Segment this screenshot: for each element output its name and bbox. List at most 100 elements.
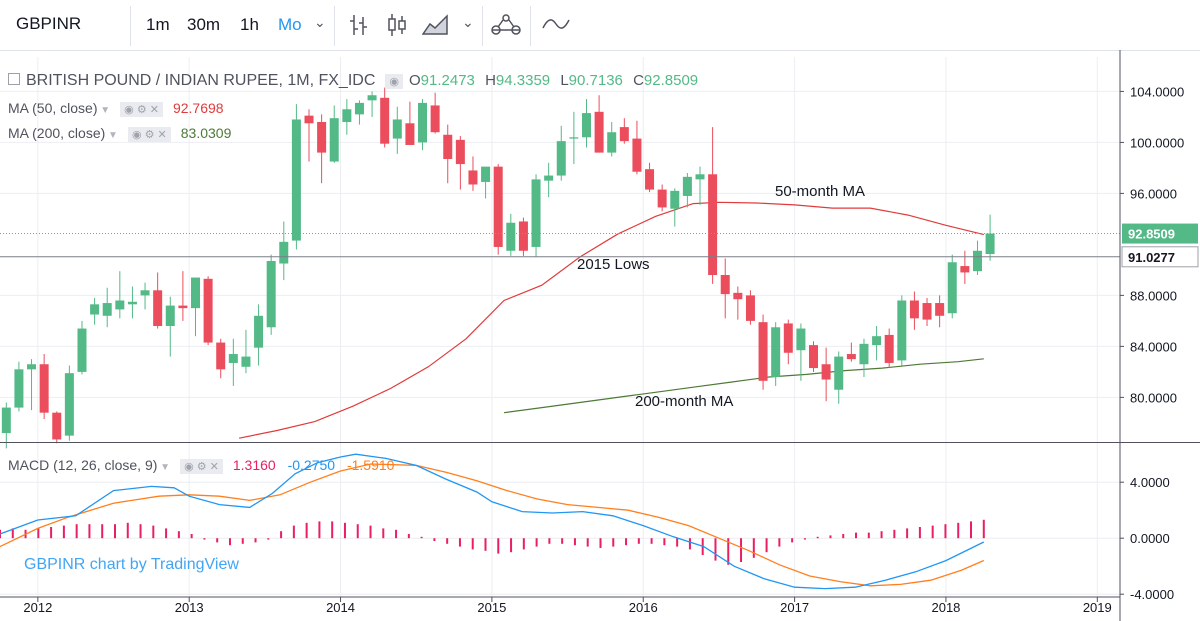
- chevron-down-icon[interactable]: ⌄: [314, 14, 326, 30]
- toolbar-separator: [482, 6, 483, 46]
- candle-body: [102, 303, 112, 316]
- macd-signal-value: -1.5910: [346, 457, 395, 473]
- candle-body: [607, 132, 617, 153]
- candle-body: [884, 334, 894, 363]
- candle-body: [645, 169, 655, 190]
- candle-body: [695, 174, 705, 180]
- candle-body: [279, 241, 289, 264]
- settings-gear-icon[interactable]: ◉ ⚙ ✕: [127, 126, 171, 142]
- candle-body: [64, 373, 74, 436]
- candle-body: [481, 166, 491, 182]
- candle-body: [670, 190, 680, 209]
- candle-body: [594, 111, 604, 153]
- ma50-line: [238, 201, 984, 439]
- candle-body: [77, 328, 87, 372]
- candle-body: [380, 97, 390, 144]
- ma50-value: 92.7698: [172, 100, 224, 116]
- low-value: 90.7136: [568, 72, 623, 89]
- interval-mo-button[interactable]: Mo: [278, 15, 302, 34]
- candle-body: [771, 327, 781, 377]
- macd-line-path: [0, 453, 985, 590]
- candle-body: [127, 301, 137, 305]
- candle-body: [228, 354, 238, 363]
- candle-body: [52, 412, 62, 440]
- candle-body: [39, 364, 49, 413]
- ma50-label[interactable]: MA (50, close): [8, 100, 98, 116]
- candle-body: [947, 262, 957, 314]
- toolbar-separator: [530, 6, 531, 46]
- top-toolbar: GBPINR 1m 30m 1h Mo ⌄ ⌄: [0, 0, 1200, 51]
- candle-body: [455, 139, 465, 165]
- last-price-badge-bg: [1122, 223, 1198, 244]
- macd-label[interactable]: MACD (12, 26, close, 9): [8, 457, 158, 473]
- candle-body: [758, 322, 768, 381]
- lows-price-badge: 91.0277: [1128, 250, 1175, 265]
- candle-body: [266, 260, 276, 328]
- candle-body: [935, 303, 945, 316]
- time-tick-label: 2017: [780, 600, 809, 615]
- candle-body: [960, 266, 970, 273]
- bar-chart-icon[interactable]: [348, 13, 370, 37]
- candle-body: [354, 102, 364, 115]
- candle-body: [909, 300, 919, 319]
- collapse-icon[interactable]: [8, 73, 20, 85]
- area-chart-icon[interactable]: [422, 14, 448, 36]
- time-tick-label: 2019: [1083, 600, 1112, 615]
- candle-body: [821, 364, 831, 380]
- chart-canvas[interactable]: 104.0000 100.0000 96.0000 88.0000 84.0000 80.…: [0, 50, 1200, 621]
- candle-body: [846, 354, 856, 360]
- macd-legend: MACD (12, 26, close, 9) ▼ ◉ ⚙ ✕ 1.3160 -0.…: [8, 457, 395, 474]
- symbol-search-button[interactable]: GBPINR: [16, 14, 82, 33]
- candle-body: [405, 123, 415, 145]
- price-tick-label: 80.0000: [1130, 390, 1177, 405]
- time-tick-label: 2012: [23, 600, 52, 615]
- candle-body: [468, 170, 478, 185]
- candles-icon[interactable]: [386, 12, 408, 38]
- settings-gear-icon[interactable]: ◉ ⚙ ✕: [120, 101, 163, 117]
- eye-icon[interactable]: ◉: [385, 73, 403, 89]
- compare-icon[interactable]: [542, 16, 570, 32]
- indicators-icon[interactable]: [490, 12, 522, 38]
- time-tick-label: 2014: [326, 600, 355, 615]
- chevron-down-icon[interactable]: ⌄: [462, 14, 474, 30]
- time-tick-label: 2018: [931, 600, 960, 615]
- time-tick-label: 2015: [477, 600, 506, 615]
- candle-body: [392, 119, 402, 139]
- candle-body: [1, 407, 11, 434]
- open-value: 91.2473: [420, 72, 475, 89]
- candle-body: [304, 115, 314, 124]
- candle-body: [985, 233, 995, 254]
- time-tick-label: 2013: [175, 600, 204, 615]
- candle-body: [569, 137, 579, 139]
- candle-body: [619, 127, 629, 142]
- ma50-legend: MA (50, close) ▼ ◉ ⚙ ✕ 92.7698: [8, 100, 224, 117]
- candle-body: [872, 336, 882, 346]
- candle-body: [556, 141, 566, 176]
- macd-signal-path: [0, 463, 985, 587]
- macd-hist-value: 1.3160: [232, 457, 276, 473]
- axes: 104.0000 100.0000 96.0000 88.0000 84.0000 80.…: [0, 50, 1200, 621]
- ma200-path: [503, 358, 984, 414]
- candle-body: [153, 290, 163, 326]
- interval-30m-button[interactable]: 30m: [187, 15, 221, 34]
- candle-body: [329, 118, 339, 162]
- candle-body: [367, 95, 377, 101]
- candle-body: [27, 364, 37, 370]
- lows-price-badge-bg: [1121, 246, 1199, 268]
- price-tick-label: 96.0000: [1130, 186, 1177, 201]
- interval-1m-button[interactable]: 1m: [146, 15, 170, 34]
- candle-body: [657, 189, 667, 208]
- candle-body: [859, 343, 869, 365]
- candle-body: [632, 138, 642, 172]
- ma200-label[interactable]: MA (200, close): [8, 125, 106, 141]
- close-value: 92.8509: [643, 72, 699, 89]
- time-tick-label: 2016: [629, 600, 658, 615]
- settings-gear-icon[interactable]: ◉ ⚙ ✕: [180, 458, 223, 474]
- candle-body: [796, 328, 806, 351]
- interval-1h-button[interactable]: 1h: [240, 15, 259, 34]
- ma200-value: 83.0309: [180, 125, 232, 141]
- annotation-ma200: 200-month MA: [635, 393, 734, 410]
- ma200-legend: MA (200, close) ▼ ◉ ⚙ ✕ 83.0309: [8, 125, 232, 142]
- annotation-ma50: 50-month MA: [775, 183, 866, 200]
- ma50-path: [238, 201, 984, 439]
